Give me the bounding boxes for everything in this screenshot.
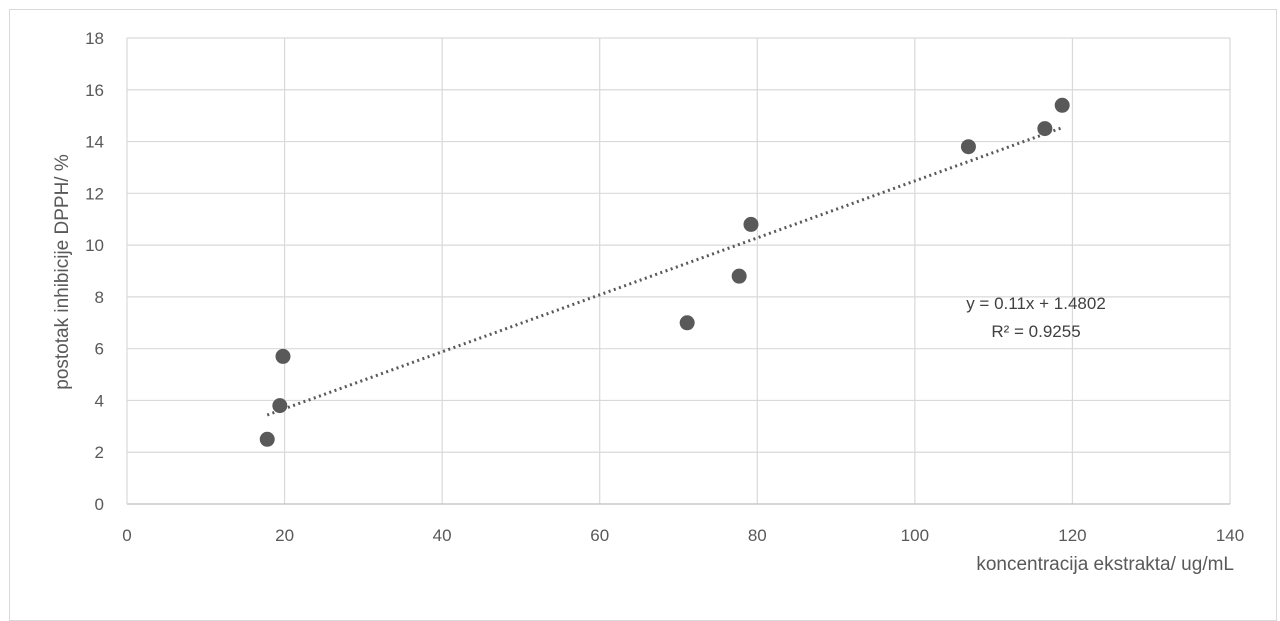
trendline-equation: y = 0.11x + 1.4802: [966, 294, 1106, 313]
y-tick-label: 6: [95, 340, 104, 359]
y-tick-label: 2: [95, 443, 104, 462]
x-tick-label: 40: [433, 526, 452, 545]
y-tick-labels: 0 2 4 6 8 10 12 14 16 18: [85, 29, 104, 514]
x-tick-label: 100: [901, 526, 929, 545]
data-point: [960, 139, 976, 155]
x-tick-label: 80: [748, 526, 767, 545]
x-tick-label: 120: [1058, 526, 1086, 545]
y-tick-label: 4: [95, 391, 104, 410]
x-tick-labels: 0 20 40 60 80 100 120 140: [122, 526, 1244, 545]
trendline: [266, 126, 1063, 417]
y-tick-label: 14: [85, 133, 104, 152]
y-tick-label: 16: [85, 81, 104, 100]
data-point: [679, 315, 695, 331]
data-point: [1037, 121, 1053, 137]
data-point: [272, 398, 288, 414]
y-tick-label: 0: [95, 495, 104, 514]
y-tick-label: 12: [85, 184, 104, 203]
trendline-r-squared: R² = 0.9255: [991, 322, 1080, 341]
data-point: [1054, 97, 1070, 113]
data-point: [731, 268, 747, 284]
data-point: [275, 348, 291, 364]
axes: [126, 38, 1230, 505]
data-points: [259, 97, 1070, 447]
x-tick-label: 60: [590, 526, 609, 545]
y-axis-title: postotak inhibicije DPPH/ %: [52, 154, 73, 390]
x-axis-title: koncentracija ekstrakta/ ug/mL: [976, 554, 1234, 575]
trendline-line: [266, 126, 1063, 417]
y-tick-label: 8: [95, 288, 104, 307]
x-tick-label: 20: [275, 526, 294, 545]
data-point: [259, 431, 275, 447]
x-tick-label: 140: [1216, 526, 1244, 545]
y-tick-label: 10: [85, 236, 104, 255]
x-tick-label: 0: [122, 526, 131, 545]
data-point: [743, 216, 759, 232]
y-tick-label: 18: [85, 29, 104, 48]
